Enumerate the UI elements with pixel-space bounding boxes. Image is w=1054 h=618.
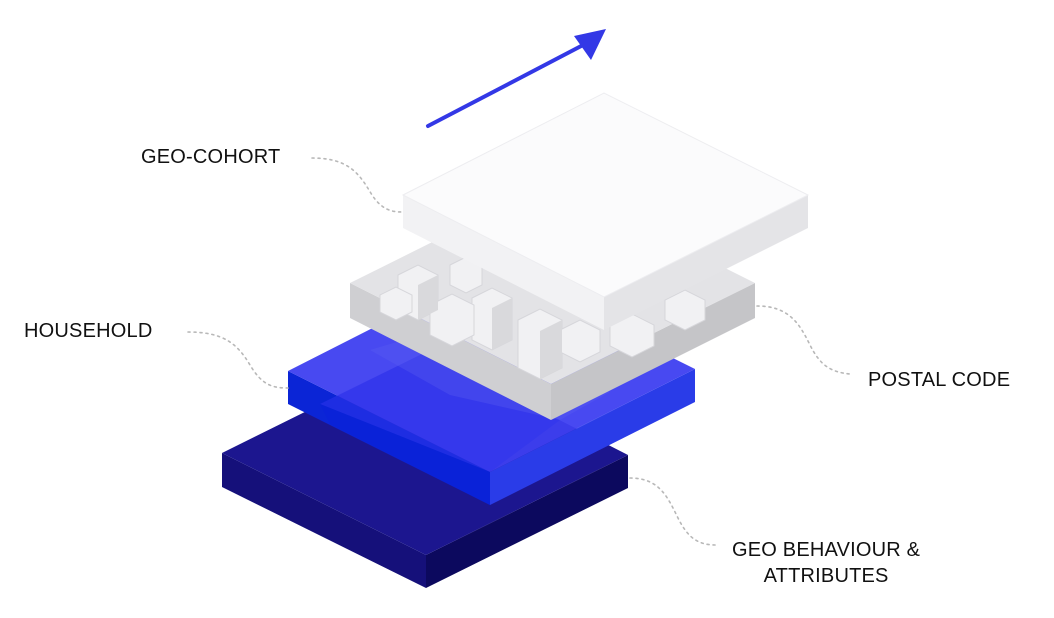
geo-behaviour-label-line2: ATTRIBUTES <box>763 565 889 587</box>
leader-geo-cohort <box>311 157 403 213</box>
geo-cohort-label: GEO-COHORT <box>141 146 281 168</box>
geo-behaviour-label-line1: GEO BEHAVIOUR & <box>732 539 921 561</box>
leader-lines <box>187 157 851 546</box>
leader-geo-behaviour <box>629 477 717 546</box>
direction-arrow <box>426 29 606 128</box>
leader-household <box>187 331 289 389</box>
geo-behaviour-label: GEO BEHAVIOUR & ATTRIBUTES <box>732 537 920 589</box>
postal-code-label: POSTAL CODE <box>868 369 1011 391</box>
household-label: HOUSEHOLD <box>24 320 153 342</box>
leader-postal-code <box>756 305 851 375</box>
geo-cohort-layer <box>401 92 810 330</box>
